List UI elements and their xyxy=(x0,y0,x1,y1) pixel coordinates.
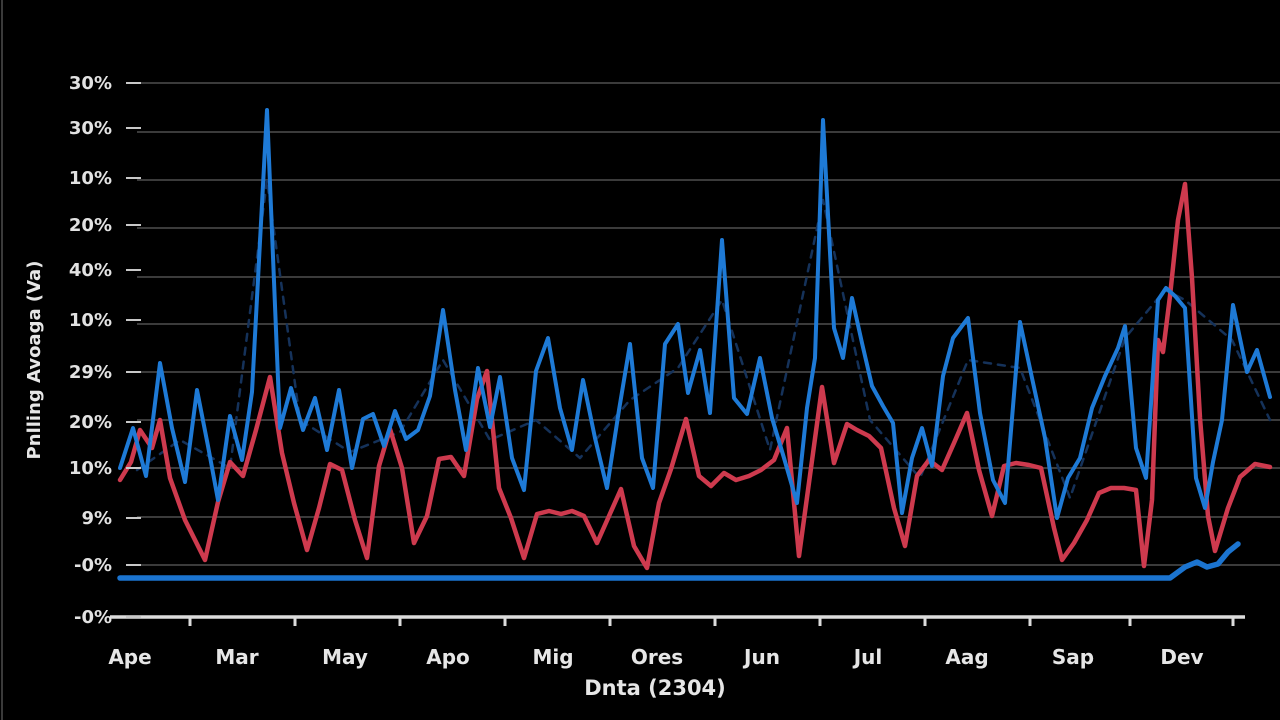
y-axis-title: Pnlling Avoaga (Va) xyxy=(24,261,45,460)
x-tick-label: Mig xyxy=(532,645,573,669)
x-tick-label: Jul xyxy=(852,645,883,669)
x-tick-label: May xyxy=(322,645,368,669)
y-tick-label: 10% xyxy=(69,310,112,331)
y-tick-label: 30% xyxy=(69,73,112,94)
y-tick-label: 10% xyxy=(69,168,112,189)
y-tick-label: 40% xyxy=(69,260,112,281)
x-axis-line-group xyxy=(110,615,1245,626)
y-tick-label: -0% xyxy=(74,607,112,628)
series-blue-jagged xyxy=(118,108,1272,520)
series-group xyxy=(117,108,1273,581)
gridlines xyxy=(137,82,1280,566)
series-red-jagged xyxy=(117,181,1273,571)
x-tick-label: Ape xyxy=(108,645,151,669)
y-tick-label: 20% xyxy=(69,215,112,236)
x-tick-label: Sap xyxy=(1052,645,1094,669)
y-tick-labels: 30% 30% 10% 20% 40% 10% 29% 20% 10% 9% -0% -0% xyxy=(69,73,141,628)
y-tick-label: 9% xyxy=(81,508,112,529)
x-tick-label: Mar xyxy=(215,645,258,669)
y-tick-label: 10% xyxy=(69,458,112,479)
x-tick-label: Apo xyxy=(426,645,470,669)
x-tick-label: Jun xyxy=(742,645,780,669)
left-edge-line xyxy=(1,0,3,720)
x-tick-labels: Ape Mar May Apo Mig Ores Jun Jul Aag Sap Dev xyxy=(108,645,1203,669)
y-tick-label: 30% xyxy=(69,118,112,139)
x-tick-label: Aag xyxy=(945,645,988,669)
y-tick-label: 20% xyxy=(69,412,112,433)
series-blue-flat-baseline xyxy=(117,541,1241,581)
x-tick-label: Dev xyxy=(1160,645,1203,669)
x-axis-title: Dnta (2304) xyxy=(584,676,726,700)
y-tick-label: -0% xyxy=(74,555,112,576)
x-tick-label: Ores xyxy=(631,645,683,669)
y-tick-label: 29% xyxy=(69,362,112,383)
